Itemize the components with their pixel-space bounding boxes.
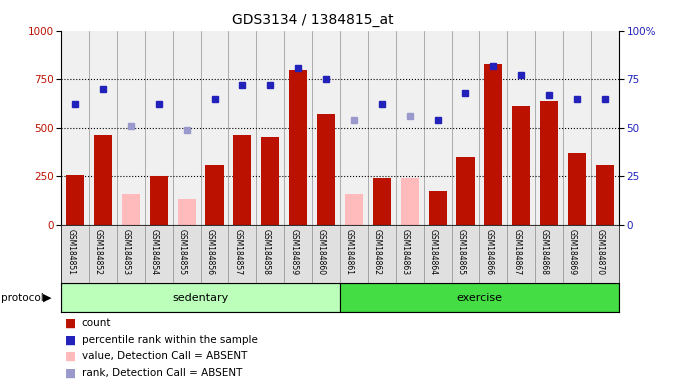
Bar [401,178,419,225]
Bar [233,136,252,225]
Text: GSM184868: GSM184868 [540,229,549,275]
Text: GSM184866: GSM184866 [484,229,494,275]
Bar [512,106,530,225]
Bar [228,225,256,283]
Bar [479,225,507,283]
Text: GSM184869: GSM184869 [568,229,577,275]
Bar [540,101,558,225]
Text: ■: ■ [65,350,75,363]
Bar [396,225,424,283]
Bar [122,194,140,225]
Text: GSM184858: GSM184858 [261,229,271,275]
Bar [456,157,475,225]
Bar [507,225,535,283]
Text: GSM184853: GSM184853 [122,229,131,275]
Text: GSM184854: GSM184854 [150,229,159,275]
Bar [373,178,391,225]
Text: protocol: protocol [1,293,44,303]
Text: rank, Detection Call = ABSENT: rank, Detection Call = ABSENT [82,368,242,378]
Text: GSM184863: GSM184863 [401,229,409,275]
Text: ▶: ▶ [43,293,52,303]
Bar [345,194,363,225]
Bar [428,191,447,225]
Bar [94,136,112,225]
Bar [452,225,479,283]
Bar [261,137,279,225]
Text: sedentary: sedentary [173,293,228,303]
Bar [368,225,396,283]
Bar [317,114,335,225]
Bar [340,283,619,312]
Text: GSM184851: GSM184851 [66,229,75,275]
Bar [145,225,173,283]
Bar [201,225,228,283]
Bar [312,225,340,283]
Bar [117,225,145,283]
Bar [66,175,84,225]
Text: GSM184861: GSM184861 [345,229,354,275]
Bar [484,64,503,225]
Text: ■: ■ [65,317,75,330]
Bar [596,166,614,225]
Text: exercise: exercise [456,293,503,303]
Bar [256,225,284,283]
Text: count: count [82,318,111,328]
Bar [284,225,312,283]
Text: GSM184856: GSM184856 [205,229,215,275]
Bar [340,225,368,283]
Text: GSM184855: GSM184855 [177,229,186,275]
Bar [61,283,340,312]
Bar [61,225,89,283]
Bar [289,70,307,225]
Text: ■: ■ [65,333,75,346]
Text: GSM184862: GSM184862 [373,229,382,275]
Text: GSM184865: GSM184865 [456,229,465,275]
Bar [591,225,619,283]
Text: GSM184857: GSM184857 [233,229,243,275]
Text: GSM184867: GSM184867 [512,229,522,275]
Bar [177,199,196,225]
Text: ■: ■ [65,366,75,379]
Text: GSM184870: GSM184870 [596,229,605,275]
Text: GSM184852: GSM184852 [94,229,103,275]
Bar [89,225,117,283]
Text: value, Detection Call = ABSENT: value, Detection Call = ABSENT [82,351,247,361]
Text: GSM184864: GSM184864 [428,229,438,275]
Bar [424,225,452,283]
Text: GSM184859: GSM184859 [289,229,298,275]
Bar [150,176,168,225]
Bar [535,225,563,283]
Text: GDS3134 / 1384815_at: GDS3134 / 1384815_at [232,13,394,27]
Bar [205,164,224,225]
Bar [173,225,201,283]
Bar [563,225,591,283]
Bar [568,153,586,225]
Text: GSM184860: GSM184860 [317,229,326,275]
Text: percentile rank within the sample: percentile rank within the sample [82,335,258,345]
